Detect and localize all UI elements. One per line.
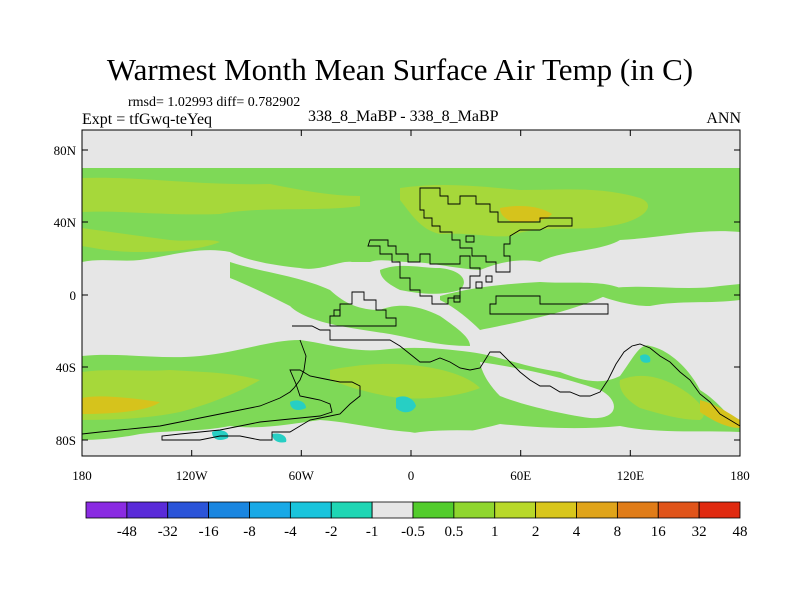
colorbar-label: -32 [158, 524, 178, 540]
x-tick-label: 180 [72, 468, 92, 483]
coast-east-strip [489, 295, 609, 315]
colorbar-swatch [616, 501, 659, 519]
field-north-patch-3 [500, 206, 552, 223]
comparison-label: 338_8_MaBP - 338_8_MaBP [308, 108, 499, 125]
field-north-patch-1 [82, 177, 360, 215]
field-north-patch-4 [82, 228, 220, 252]
field-south-yellow-4 [619, 375, 704, 420]
field-cyan-3 [272, 433, 287, 443]
coast-south-west [81, 339, 307, 435]
colorbar-label: 48 [733, 524, 748, 540]
colorbar-swatch [371, 501, 414, 519]
season-label: ANN [706, 110, 741, 127]
colorbar-label: 8 [614, 524, 622, 540]
x-tick-label: 120E [617, 468, 645, 483]
field-south-neutral-2 [480, 362, 614, 419]
chart-title: Warmest Month Mean Surface Air Temp (in … [106, 52, 694, 87]
axis-ticks [81, 130, 741, 456]
colorbar-label: -2 [325, 524, 338, 540]
field-tropics-4 [600, 284, 740, 306]
colorbar: -48 -32 -16 -8 -4 -2 -1 -0.5 0.5 1 2 4 8 16 32 48 [85, 501, 748, 540]
field-tropics-2 [440, 282, 620, 330]
coast-south-central [292, 325, 741, 427]
colorbar-swatch [494, 501, 537, 519]
colorbar-swatch [576, 501, 618, 519]
colorbar-swatch [330, 501, 373, 519]
x-tick-label: 0 [408, 468, 415, 483]
colorbar-label: 0.5 [445, 524, 464, 540]
y-tick-label: 40N [54, 215, 77, 230]
colorbar-swatch [249, 501, 291, 519]
field-cyan-4 [640, 354, 651, 363]
coast-north-continent [419, 187, 573, 273]
x-tick-label: 180 [730, 468, 750, 483]
colorbar-swatch [167, 501, 210, 519]
field-south-yellow-2 [82, 396, 160, 414]
x-tick-label: 60W [289, 468, 315, 483]
stats-label: rmsd= 1.02993 diff= 0.782902 [128, 95, 301, 110]
x-tick-label: 60E [510, 468, 531, 483]
colorbar-label: -0.5 [401, 524, 425, 540]
colorbar-label: -1 [366, 524, 379, 540]
colorbar-swatch [289, 501, 332, 519]
coast-islands [333, 235, 493, 317]
colorbar-swatch [208, 501, 250, 519]
y-tick-label: 40S [56, 360, 76, 375]
colorbar-label: 1 [491, 524, 499, 540]
colorbar-label: -16 [199, 524, 219, 540]
colorbar-swatch [453, 501, 496, 519]
y-tick-label: 0 [70, 288, 77, 303]
colorbar-label: 2 [532, 524, 540, 540]
colorbar-swatch [657, 501, 700, 519]
colorbar-label: 32 [692, 524, 707, 540]
coastlines [81, 187, 741, 441]
field-tropics-3 [380, 265, 464, 294]
colorbar-swatch [535, 501, 577, 519]
colorbar-label: -4 [284, 524, 297, 540]
colorbar-swatch [85, 501, 128, 519]
field-south-neutral [82, 430, 740, 456]
y-tick-label: 80N [54, 143, 77, 158]
y-tick-label: 80S [56, 433, 76, 448]
coast-west-continent [367, 239, 481, 305]
map-panel: 180 120W 60W 0 60E 120E 180 80N 40N 0 40… [54, 129, 750, 483]
experiment-label: Expt = tfGwq-teYeq [82, 111, 213, 128]
colorbar-swatch [698, 501, 741, 519]
colorbar-label: -48 [117, 524, 137, 540]
field-cyan-2 [290, 400, 306, 410]
field-south-yellow-3 [330, 363, 480, 399]
field-cyan-1 [396, 396, 416, 413]
colorbar-label: 4 [573, 524, 581, 540]
field-cyan-5 [212, 430, 229, 440]
colorbar-swatch [412, 501, 455, 519]
colorbar-swatch [126, 501, 169, 519]
colorbar-label: 16 [651, 524, 667, 540]
colorbar-label: -8 [243, 524, 256, 540]
coast-south-inner [161, 369, 361, 441]
x-tick-label: 120W [176, 468, 209, 483]
